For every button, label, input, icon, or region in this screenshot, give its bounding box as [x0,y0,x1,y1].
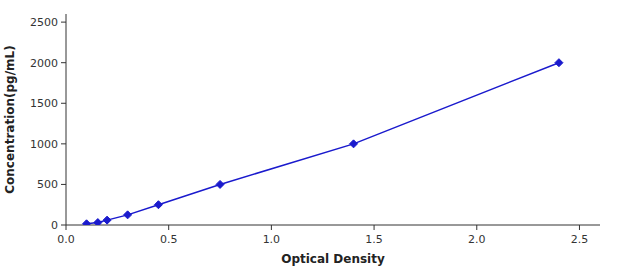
y-axis-label: Concentration(pg/mL) [3,45,17,193]
x-axis-label: Optical Density [281,252,385,266]
x-tick-label: 0.0 [57,233,75,246]
chart-container: 0.0 0.5 1.0 1.5 2.0 2.5 0 500 1000 1500 2000 2500 Op… [0,0,618,271]
x-axis-line [66,225,600,226]
point-marker [94,219,102,225]
y-tick-label: 1000 [30,138,58,151]
point-marker [83,220,91,225]
x-tick-label: 2.0 [468,233,486,246]
x-axis: 0.0 0.5 1.0 1.5 2.0 2.5 [57,225,588,246]
x-tick [271,225,272,230]
point-marker [154,201,162,209]
x-tick [579,225,580,230]
y-tick [61,103,66,104]
point-marker [216,180,224,188]
x-tick [476,225,477,230]
y-tick-label: 0 [51,219,58,232]
y-tick [61,143,66,144]
plot-area [83,59,563,225]
y-tick-label: 500 [37,178,58,191]
y-tick-label: 1500 [30,97,58,110]
y-axis: 0 500 1000 1500 2000 2500 [30,16,66,232]
y-axis-line [66,14,67,225]
x-tick [66,225,67,230]
x-tick-label: 1.0 [263,233,281,246]
x-tick-label: 0.5 [160,233,178,246]
y-tick [61,22,66,23]
y-tick [61,225,66,226]
y-tick-label: 2500 [30,16,58,29]
x-tick [374,225,375,230]
x-tick-label: 1.5 [365,233,383,246]
x-tick [168,225,169,230]
x-tick-label: 2.5 [571,233,589,246]
point-marker [555,59,563,67]
y-tick [61,184,66,185]
point-marker [350,140,358,148]
y-tick [61,62,66,63]
point-marker [103,216,111,224]
y-tick-label: 2000 [30,57,58,70]
point-marker [124,211,132,219]
series-line [87,63,559,224]
chart-svg: 0.0 0.5 1.0 1.5 2.0 2.5 0 500 1000 1500 2000 2500 Op… [0,0,618,271]
